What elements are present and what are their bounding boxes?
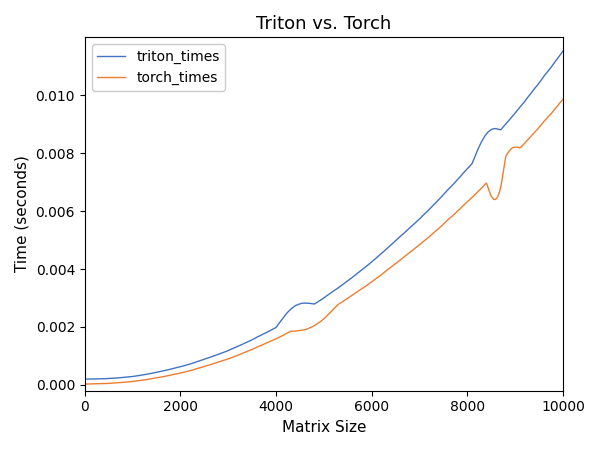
torch_times	[81, 381, 88, 387]
triton_times	[366, 261, 373, 266]
torch_times	[308, 324, 316, 329]
X-axis label: Matrix Size: Matrix Size	[281, 420, 366, 435]
Line: triton_times: triton_times	[85, 51, 563, 379]
triton_times	[311, 301, 319, 306]
torch_times	[340, 298, 347, 304]
Legend: triton_times, torch_times: triton_times, torch_times	[92, 44, 225, 90]
torch_times	[473, 190, 481, 195]
torch_times	[559, 97, 566, 102]
Y-axis label: Time (seconds): Time (seconds)	[15, 156, 30, 272]
Line: torch_times: torch_times	[85, 99, 563, 384]
triton_times	[308, 301, 316, 306]
triton_times	[340, 281, 347, 287]
triton_times	[81, 377, 88, 382]
torch_times	[366, 281, 373, 286]
triton_times	[473, 149, 481, 155]
triton_times	[548, 64, 555, 69]
triton_times	[559, 48, 566, 54]
Title: Triton vs. Torch: Triton vs. Torch	[256, 15, 392, 33]
torch_times	[548, 111, 555, 116]
torch_times	[311, 323, 319, 328]
